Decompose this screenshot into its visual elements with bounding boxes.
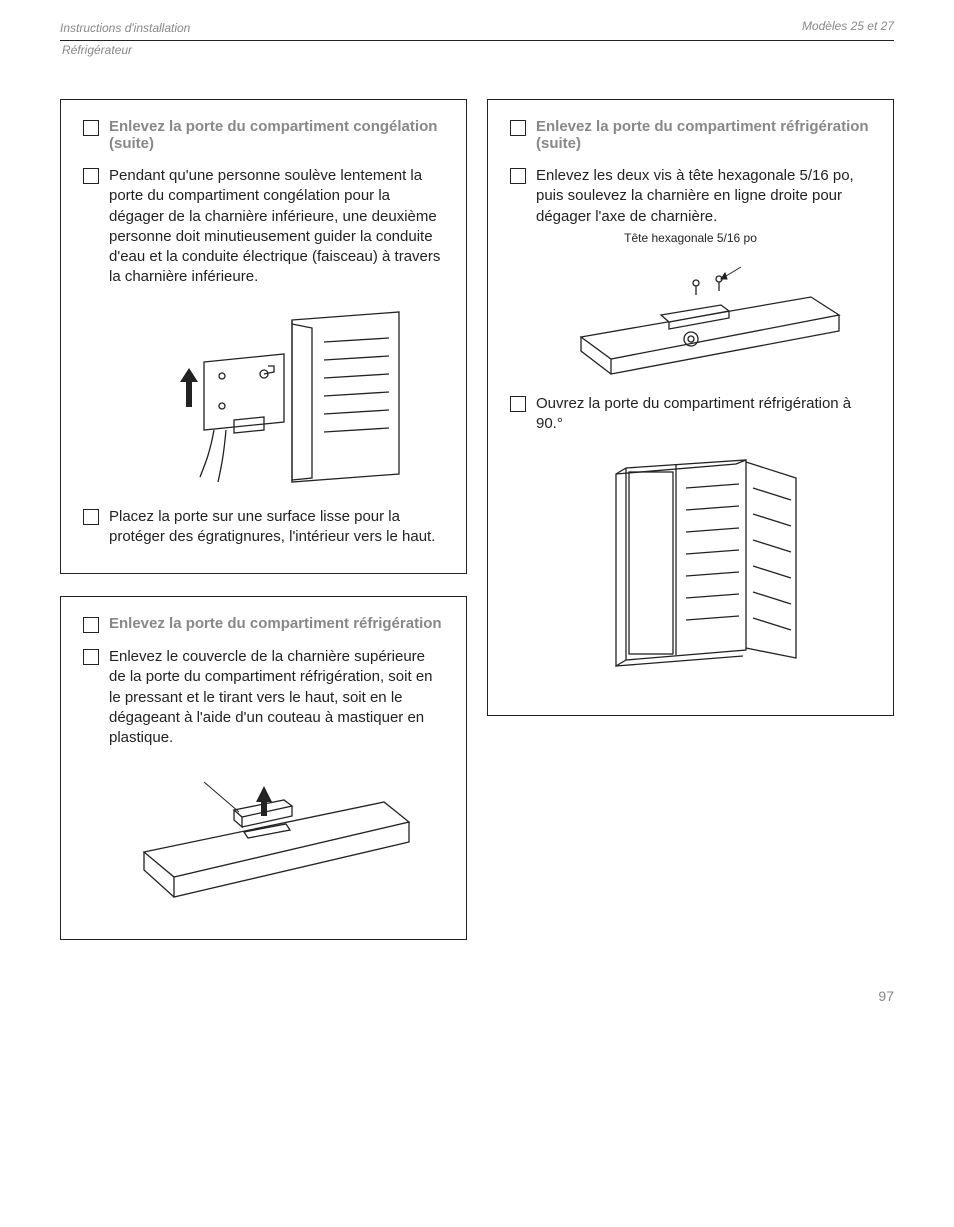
- page-number: 97: [878, 988, 894, 1004]
- step-text: Placez la porte sur une surface lisse po…: [109, 507, 444, 548]
- step-text: Enlevez le couvercle de la charnière sup…: [109, 647, 444, 748]
- panel-title: Enlevez la porte du compartiment réfrigé…: [536, 118, 871, 152]
- figure-caption: Tête hexagonale 5/16 po: [510, 231, 871, 245]
- hinge-cover-illustration: [114, 762, 414, 902]
- panel-fridge-door: Enlevez la porte du compartiment réfrigé…: [60, 596, 467, 940]
- figure-door-90: [510, 448, 871, 683]
- page: Instructions d'installation Modèles 25 e…: [0, 0, 954, 1022]
- panel-freezer-door-cont: Enlevez la porte du compartiment congéla…: [60, 99, 467, 574]
- step-text: Enlevez les deux vis à tête hexagonale 5…: [536, 166, 871, 227]
- checkbox-icon: [83, 120, 99, 136]
- fridge-open-illustration: [571, 448, 811, 678]
- checkbox-icon: [510, 168, 526, 184]
- step-item: Enlevez les deux vis à tête hexagonale 5…: [510, 166, 871, 227]
- step-item: Ouvrez la porte du compartiment réfrigér…: [510, 394, 871, 435]
- header-right: Modèles 25 et 27: [802, 19, 894, 33]
- figure-hinge-cover: [83, 762, 444, 907]
- step-item: Enlevez le couvercle de la charnière sup…: [83, 647, 444, 748]
- left-column: Enlevez la porte du compartiment congéla…: [60, 99, 467, 962]
- checkbox-icon: [83, 509, 99, 525]
- header-left-sub: Réfrigérateur: [60, 43, 894, 57]
- panel-title: Enlevez la porte du compartiment réfrigé…: [109, 615, 442, 632]
- panel-heading: Enlevez la porte du compartiment réfrigé…: [510, 118, 871, 152]
- step-item: Placez la porte sur une surface lisse po…: [83, 507, 444, 548]
- checkbox-icon: [83, 168, 99, 184]
- hex-screw-illustration: [541, 259, 841, 379]
- figure-freezer-lift: [83, 302, 444, 497]
- panel-fridge-door-cont: Enlevez la porte du compartiment réfrigé…: [487, 99, 894, 716]
- panel-title: Enlevez la porte du compartiment congéla…: [109, 118, 444, 152]
- checkbox-icon: [510, 396, 526, 412]
- panel-heading: Enlevez la porte du compartiment réfrigé…: [83, 615, 444, 633]
- step-text: Pendant qu'une personne soulève lentemen…: [109, 166, 444, 288]
- checkbox-icon: [83, 649, 99, 665]
- header-left-top: Instructions d'installation: [60, 21, 190, 35]
- panel-heading: Enlevez la porte du compartiment congéla…: [83, 118, 444, 152]
- checkbox-icon: [510, 120, 526, 136]
- columns: Enlevez la porte du compartiment congéla…: [60, 99, 894, 962]
- step-text: Ouvrez la porte du compartiment réfrigér…: [536, 394, 871, 435]
- freezer-lift-illustration: [114, 302, 414, 492]
- step-item: Pendant qu'une personne soulève lentemen…: [83, 166, 444, 288]
- top-rule: Instructions d'installation Modèles 25 e…: [60, 40, 894, 41]
- right-column: Enlevez la porte du compartiment réfrigé…: [487, 99, 894, 738]
- figure-hex-screws: [510, 259, 871, 384]
- checkbox-icon: [83, 617, 99, 633]
